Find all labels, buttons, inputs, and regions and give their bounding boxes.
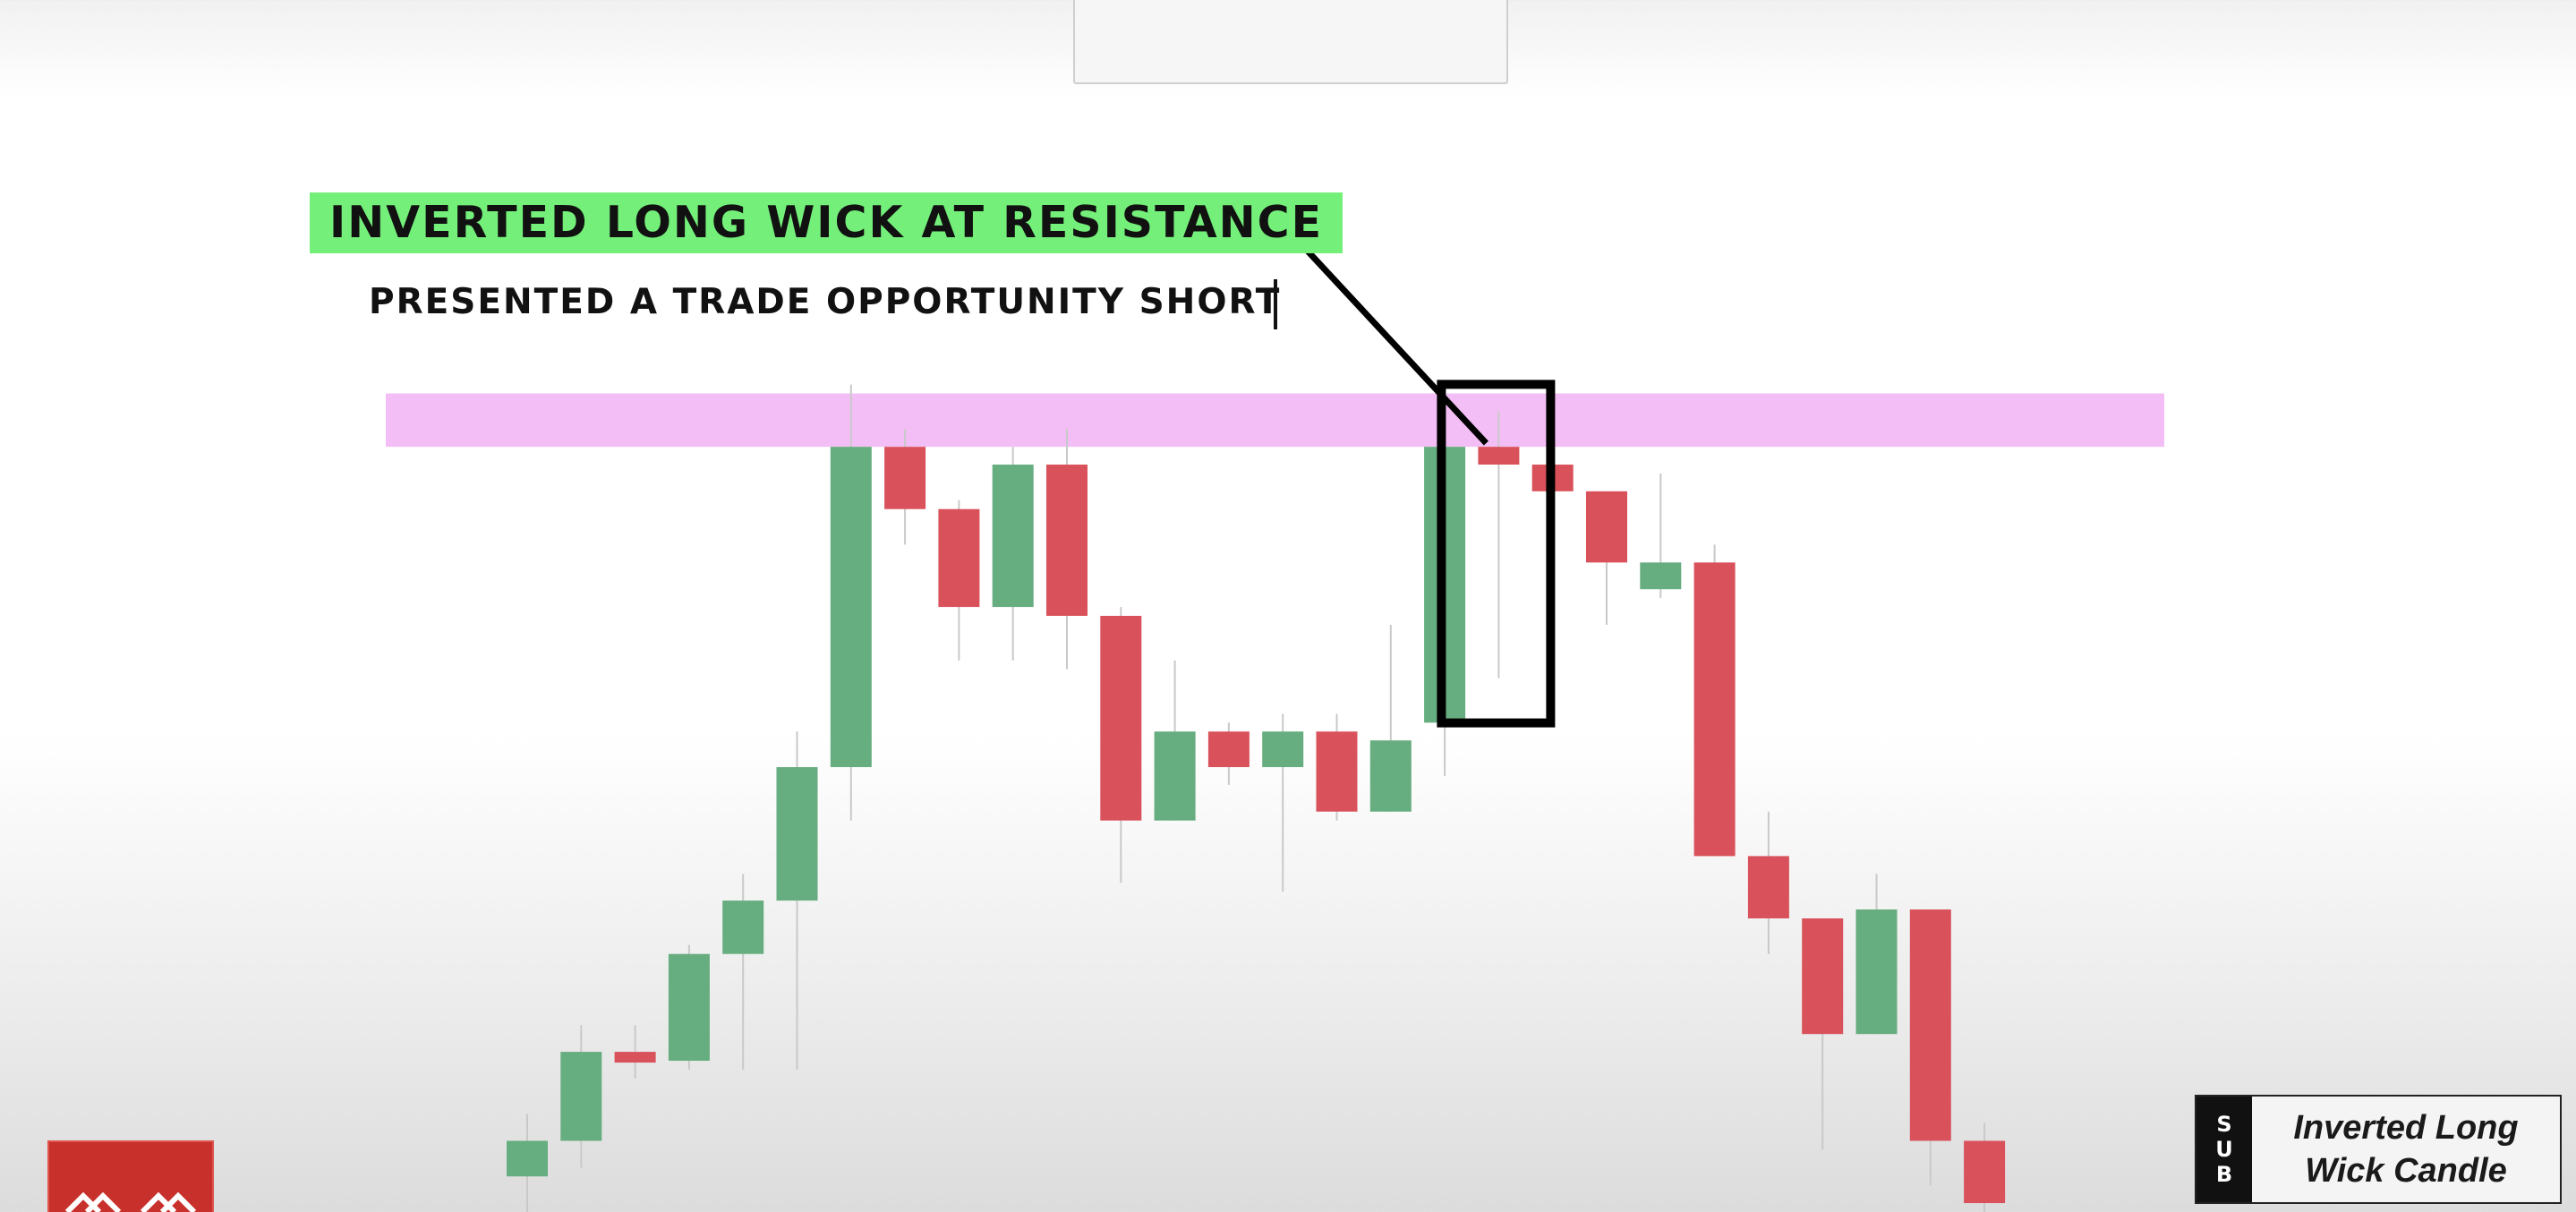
text-cursor: [1274, 279, 1277, 329]
badge-line-2: Wick Candle: [2305, 1152, 2507, 1190]
candle-bullish: [722, 900, 764, 954]
candle-bearish: [1802, 918, 1844, 1035]
candle-bearish: [1478, 447, 1520, 465]
annotation-pointer-line: [1275, 217, 1488, 446]
candle-bearish: [1316, 731, 1358, 812]
red-chevron-logo-icon: [64, 1191, 197, 1212]
candle-bullish: [992, 465, 1034, 608]
badge-line-1: Inverted Long: [2293, 1109, 2519, 1147]
badge-caption: Inverted Long Wick Candle: [2252, 1097, 2560, 1202]
candle-bearish: [1909, 909, 1951, 1141]
candle-bearish: [614, 1052, 656, 1063]
candle-bullish: [1154, 731, 1196, 821]
logo[interactable]: [47, 1140, 214, 1212]
candle-bearish: [1964, 1140, 2006, 1204]
candle-bearish: [1100, 616, 1142, 821]
candle-bullish: [507, 1140, 548, 1177]
top-frame-box: [1073, 0, 1508, 84]
candle-bullish: [668, 953, 710, 1062]
badge-side-strip: S U B: [2196, 1097, 2252, 1202]
video-title-badge: S U B Inverted Long Wick Candle: [2195, 1095, 2562, 1204]
candle-bullish: [1855, 909, 1898, 1035]
annotation-title: INVERTED LONG WICK AT RESISTANCE: [310, 192, 1343, 253]
badge-letter: U: [2215, 1137, 2233, 1162]
candle-bearish: [1207, 731, 1250, 767]
badge-letter: S: [2216, 1112, 2232, 1137]
candle-bearish: [938, 508, 980, 608]
highlight-box: [1437, 380, 1556, 728]
candle-bullish: [1369, 740, 1412, 812]
candle-bearish: [1586, 491, 1627, 563]
candle-bullish: [830, 447, 872, 767]
candle-bearish: [1747, 856, 1789, 918]
candle-bearish: [1046, 465, 1088, 617]
annotation-subtitle: PRESENTED A TRADE OPPORTUNITY SHORT: [369, 282, 1282, 322]
candle-bearish: [1693, 562, 1736, 857]
candle-bullish: [1640, 562, 1682, 590]
candle-bearish: [884, 447, 926, 509]
candle-bullish: [1262, 731, 1304, 767]
badge-letter: B: [2215, 1162, 2233, 1187]
candle-bullish: [560, 1052, 602, 1141]
candle-bullish: [776, 767, 818, 901]
resistance-zone: [386, 393, 2164, 448]
